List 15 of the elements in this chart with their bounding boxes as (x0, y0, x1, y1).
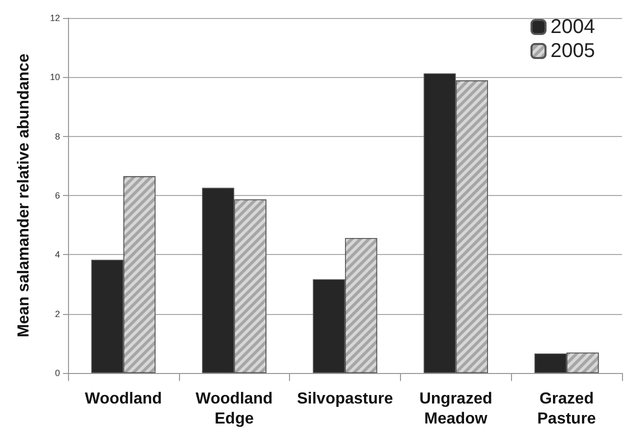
x-tick-label: Woodland (84, 390, 162, 408)
y-tick-label: 0 (54, 368, 60, 378)
y-tick-label: 12 (50, 13, 60, 23)
y-tick-label: 2 (54, 308, 60, 319)
x-tick-label: Woodland Edge (196, 390, 273, 428)
legend-label: 2004 (550, 16, 596, 38)
y-axis-title: Mean salamander relative abundance (16, 54, 32, 338)
y-tick-label: 10 (50, 72, 60, 82)
y-tick-label: 6 (54, 190, 60, 200)
y-tick-label: 8 (54, 131, 60, 142)
x-tick-label: Grazed Pasture (537, 390, 596, 428)
legend-label: 2005 (550, 40, 596, 62)
x-tick-label: Silvopasture (296, 390, 394, 408)
y-tick-label: 4 (54, 250, 60, 260)
x-tick-label: Ungrazed Meadow (419, 390, 492, 428)
